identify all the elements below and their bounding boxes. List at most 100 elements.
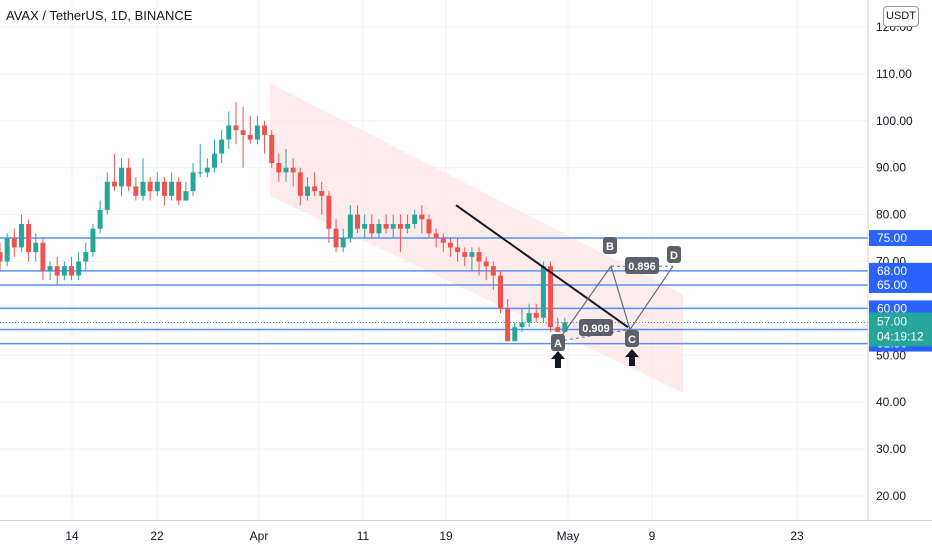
candle-body — [90, 228, 96, 253]
level-badge: 60.00 — [877, 301, 907, 315]
candle-body — [312, 186, 318, 192]
candle-body — [83, 252, 89, 262]
pattern-drawings: A B C D 0.909 0.896 — [455, 204, 681, 368]
candle-body — [319, 191, 325, 196]
candle-body — [219, 139, 225, 154]
candle-body — [426, 219, 432, 234]
candle-body — [212, 153, 217, 168]
candle-body — [440, 238, 446, 243]
currency-button[interactable]: USDT — [883, 6, 919, 27]
candle-body — [526, 313, 532, 323]
time-tick-label: 11 — [357, 529, 370, 543]
candle-body — [47, 266, 53, 271]
candle-body — [183, 191, 189, 201]
symbol-title: AVAX / TetherUS, 1D, BINANCE — [6, 8, 193, 23]
candle-body — [555, 327, 561, 332]
candle-body — [26, 223, 32, 253]
level-badge-bg — [869, 276, 932, 293]
candle-body — [512, 327, 518, 342]
candle-body — [61, 266, 67, 276]
time-tick-label: Apr — [250, 529, 269, 543]
candle-body — [126, 167, 132, 187]
price-tick-label: 40.00 — [876, 395, 906, 409]
horizontal-levels — [0, 237, 868, 345]
time-tick-label: 22 — [150, 529, 164, 543]
level-badge: 75.00 — [877, 231, 907, 245]
ratio-ac-label[interactable]: 0.909 — [582, 323, 610, 335]
price-axis: 120.00110.00100.0090.0080.0070.0060.0050… — [867, 0, 932, 550]
candle-body — [419, 214, 425, 220]
ratio-bd-label[interactable]: 0.896 — [628, 261, 656, 273]
candle-body — [69, 266, 74, 276]
candle-body — [490, 266, 496, 276]
candle-body — [362, 223, 368, 229]
candle-body — [548, 266, 554, 328]
point-b-label[interactable]: B — [606, 241, 614, 253]
candle-body — [119, 167, 125, 187]
candle-body — [483, 261, 489, 267]
candle-body — [97, 209, 103, 229]
point-c-label[interactable]: C — [628, 334, 636, 346]
point-c-label-bg[interactable] — [625, 330, 639, 347]
candle-body — [462, 252, 468, 257]
candle-body — [40, 242, 46, 271]
candle-body — [0, 252, 3, 262]
price-tick-label: 110.00 — [876, 67, 912, 81]
candle-body — [290, 167, 296, 173]
candle-body — [383, 223, 389, 229]
candle-body — [340, 238, 346, 248]
point-a-label[interactable]: A — [554, 338, 562, 350]
candle-body — [498, 275, 503, 309]
point-d-label[interactable]: D — [670, 250, 678, 262]
level-badge-bg — [869, 262, 932, 279]
candle-body — [540, 266, 546, 318]
point-d-label-bg[interactable] — [667, 246, 681, 263]
candle-body — [104, 181, 110, 210]
candle-body — [476, 252, 482, 262]
candle-body — [18, 223, 24, 248]
time-tick-label: May — [557, 529, 580, 543]
candlesticks — [0, 102, 568, 342]
price-tick-label: 50.00 — [876, 348, 906, 362]
candle-body — [111, 181, 117, 187]
candle-body — [390, 223, 396, 229]
candle-body — [176, 181, 182, 201]
abcd-pattern-line[interactable] — [557, 264, 674, 342]
candle-body — [355, 214, 360, 229]
price-tick-label: 90.00 — [876, 161, 906, 175]
price-tick-label: 20.00 — [876, 489, 906, 503]
point-b-label-bg[interactable] — [603, 237, 617, 254]
price-tick-label: 30.00 — [876, 442, 906, 456]
candle-body — [11, 238, 17, 248]
candle-body — [247, 134, 253, 140]
candle-body — [226, 125, 232, 140]
level-badge-bg — [869, 300, 932, 317]
trendline[interactable] — [455, 204, 629, 328]
last-price-badge-bg — [869, 312, 932, 347]
candle-body — [347, 214, 353, 239]
candle-body — [262, 125, 268, 135]
candle-body — [161, 181, 167, 196]
last-price-label: 57.00 — [877, 314, 907, 328]
candle-body — [204, 167, 210, 173]
level-badge: 68.00 — [877, 264, 907, 278]
candle-body — [154, 181, 160, 192]
candle-body — [333, 228, 339, 248]
level-badge-bg — [869, 230, 932, 247]
ratio-bd-label-bg[interactable] — [625, 257, 659, 274]
candle-body — [433, 233, 439, 239]
candle-body — [140, 181, 146, 196]
candle-body — [169, 181, 175, 196]
candle-body — [505, 308, 511, 342]
candle-body — [133, 186, 139, 196]
ratio-ac-label-bg[interactable] — [579, 319, 613, 336]
level-badge: 65.00 — [877, 278, 907, 292]
candle-body — [269, 134, 275, 164]
point-a-label-bg[interactable] — [551, 334, 565, 351]
candle-body — [405, 223, 411, 229]
candle-body — [533, 313, 539, 318]
candle-body — [519, 322, 525, 328]
time-tick-label: 9 — [649, 529, 656, 543]
time-axis: 14 22 Apr 11 19 May 9 23 — [0, 520, 932, 543]
